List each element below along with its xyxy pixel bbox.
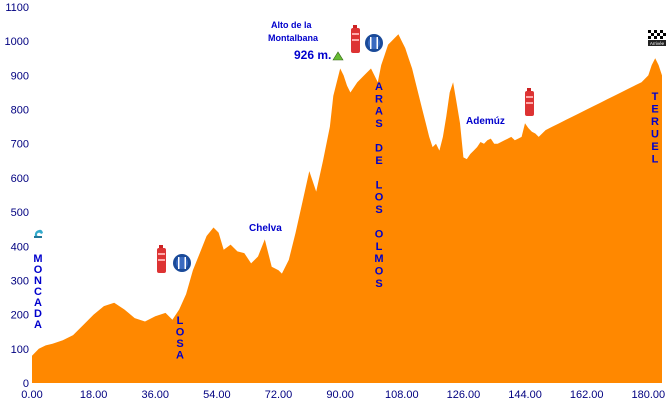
y-tick-label: 1000 — [5, 36, 29, 48]
x-tick-label: 108.00 — [385, 389, 419, 401]
fountain-icon — [34, 229, 43, 238]
y-tick-label: 400 — [11, 241, 29, 253]
y-tick-label: 300 — [11, 275, 29, 287]
water-bottle-icon — [351, 25, 360, 53]
mountain-pass-icon — [332, 51, 344, 61]
y-tick-label: 600 — [11, 173, 29, 185]
x-tick-label: 90.00 — [326, 389, 354, 401]
place-label-chelva: Chelva — [249, 223, 282, 234]
plot-area — [32, 34, 662, 384]
x-tick-label: 18.00 — [80, 389, 108, 401]
y-tick-label: 800 — [11, 105, 29, 117]
x-tick-label: 144.00 — [508, 389, 542, 401]
y-tick-label: 700 — [11, 139, 29, 151]
x-tick-label: 0.00 — [21, 389, 42, 401]
x-tick-label: 180.00 — [631, 389, 665, 401]
x-tick-label: 126.00 — [447, 389, 481, 401]
finish-flag-icon: Arrivée — [648, 30, 666, 46]
x-axis: 0.00 18.00 36.00 54.00 72.00 90.00 108.00 126.0… — [21, 389, 665, 401]
pass-label-line1: Alto de la — [271, 20, 312, 30]
y-tick-label: 0 — [23, 378, 29, 390]
water-bottle-icon — [525, 88, 534, 116]
x-tick-label: 36.00 — [141, 389, 169, 401]
pass-label-line2: Montalbana — [268, 33, 319, 43]
water-bottle-icon — [157, 245, 166, 273]
x-tick-label: 72.00 — [265, 389, 293, 401]
x-tick-label: 54.00 — [203, 389, 231, 401]
pass-altitude-label: 926 m. — [294, 48, 331, 62]
x-tick-label: 162.00 — [570, 389, 604, 401]
y-axis: 0 100 200 300 400 500 600 700 800 900 1000 1100 — [5, 2, 29, 390]
restaurant-icon — [173, 254, 191, 272]
finish-flag-text: Arrivée — [650, 41, 665, 46]
place-label-ademuz: Ademúz — [466, 116, 505, 127]
y-tick-label: 900 — [11, 70, 29, 82]
y-tick-label: 100 — [11, 344, 29, 356]
restaurant-icon — [365, 34, 383, 52]
y-tick-label: 1100 — [5, 2, 29, 14]
y-tick-label: 500 — [11, 207, 29, 219]
elevation-area — [32, 34, 662, 384]
y-tick-label: 200 — [11, 310, 29, 322]
